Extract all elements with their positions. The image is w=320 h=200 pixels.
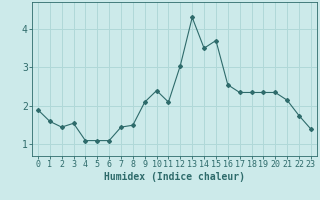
X-axis label: Humidex (Indice chaleur): Humidex (Indice chaleur) xyxy=(104,172,245,182)
